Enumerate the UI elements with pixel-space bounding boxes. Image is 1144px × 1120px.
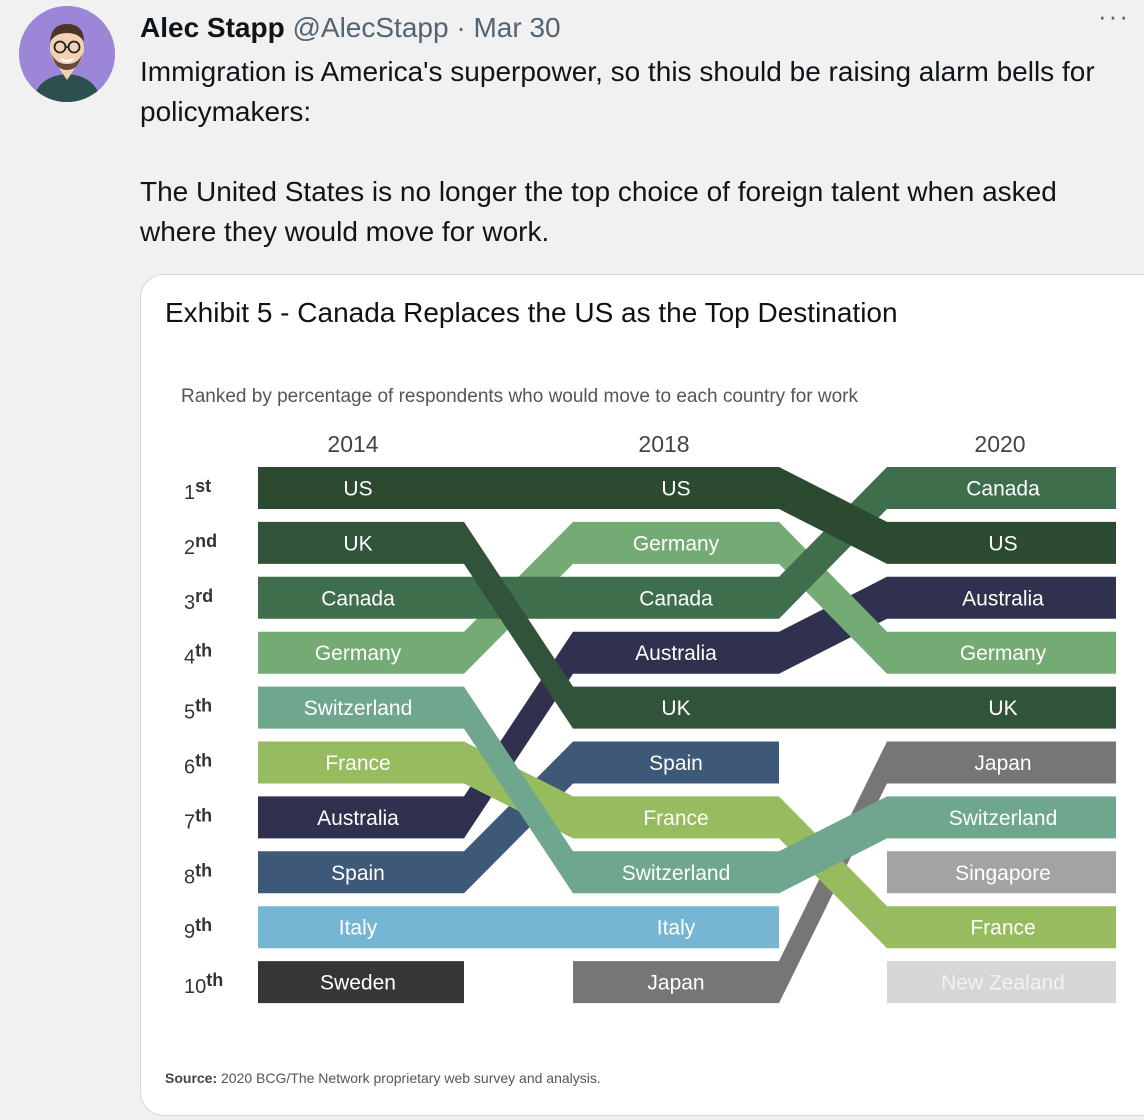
country-label-france-2014: France <box>325 752 390 775</box>
chart-title: Exhibit 5 - Canada Replaces the US as th… <box>165 297 898 328</box>
rank-label: 9th <box>184 915 212 943</box>
band-canada <box>258 467 1116 619</box>
country-label-australia-2018: Australia <box>635 642 717 665</box>
bump-chart: 2014 2018 2020 1st 2nd 3rd 4th 5th 6th 7th 8th 9th 1… <box>184 431 1116 1004</box>
rank-label: 7th <box>184 805 212 833</box>
source-label: Source: <box>165 1070 218 1086</box>
country-label-switzerland-2018: Switzerland <box>622 862 731 885</box>
country-label-new-zealand-2020: New Zealand <box>941 972 1065 995</box>
band-france <box>258 741 1116 949</box>
band-uk <box>258 521 1116 729</box>
band-australia <box>258 576 1116 839</box>
chart-subtitle: Ranked by percentage of respondents who … <box>181 386 858 407</box>
country-label-france-2020: France <box>970 917 1035 940</box>
band-germany <box>258 521 1116 674</box>
source-text: 2020 BCG/The Network proprietary web sur… <box>221 1070 601 1086</box>
tweet-text-paragraph-2: The United States is no longer the top c… <box>140 176 1057 247</box>
band-new-zealand <box>887 961 1116 1004</box>
tweet-date[interactable]: Mar 30 <box>473 12 561 43</box>
band-italy <box>258 906 779 949</box>
author-avatar[interactable] <box>19 6 115 102</box>
country-label-singapore-2020: Singapore <box>955 862 1051 885</box>
country-label-spain-2018: Spain <box>649 752 703 775</box>
rank-label: 4th <box>184 641 212 669</box>
band-us <box>258 467 1116 564</box>
country-label-us-2020: US <box>988 532 1017 555</box>
band-spain <box>258 741 779 894</box>
rank-label: 5th <box>184 696 212 724</box>
year-label-2014: 2014 <box>327 431 378 457</box>
country-label-italy-2014: Italy <box>339 917 378 940</box>
author-name[interactable]: Alec Stapp <box>140 12 285 43</box>
band-japan <box>573 741 1116 1004</box>
rank-label: 6th <box>184 751 212 779</box>
rank-label: 10th <box>184 970 223 998</box>
country-label-germany-2018: Germany <box>633 532 720 555</box>
rank-label: 2nd <box>184 531 217 559</box>
country-label-germany-2014: Germany <box>315 642 402 665</box>
country-label-uk-2014: UK <box>343 532 372 555</box>
more-options-icon[interactable]: ··· <box>1098 1 1130 31</box>
country-label-france-2018: France <box>643 807 708 830</box>
rank-label: 1st <box>184 476 211 504</box>
country-label-germany-2020: Germany <box>960 642 1047 665</box>
chart-source: Source: 2020 BCG/The Network proprietary… <box>165 1070 601 1086</box>
tweet-header: Alec Stapp @AlecStapp · Mar 30 <box>140 8 1144 48</box>
country-label-spain-2014: Spain <box>331 862 385 885</box>
country-label-italy-2018: Italy <box>657 917 696 940</box>
tweet-media-image[interactable]: Exhibit 5 - Canada Replaces the US as th… <box>140 274 1144 1116</box>
band-sweden <box>258 961 464 1004</box>
country-label-us-2014: US <box>343 478 372 501</box>
country-label-uk-2018: UK <box>661 697 690 720</box>
tweet-text-paragraph-1: Immigration is America's superpower, so … <box>140 56 1095 127</box>
country-label-canada-2018: Canada <box>639 587 713 610</box>
country-label-canada-2014: Canada <box>321 587 395 610</box>
rank-label: 3rd <box>184 586 213 614</box>
country-label-japan-2018: Japan <box>647 972 704 995</box>
year-label-2018: 2018 <box>638 431 689 457</box>
person-avatar-icon <box>19 6 115 102</box>
country-label-canada-2020: Canada <box>966 478 1040 501</box>
country-label-switzerland-2014: Switzerland <box>304 697 413 720</box>
band-singapore <box>887 851 1116 894</box>
author-handle[interactable]: @AlecStapp <box>292 12 449 43</box>
tweet-text: Immigration is America's superpower, so … <box>140 52 1140 252</box>
country-label-japan-2020: Japan <box>974 752 1031 775</box>
country-label-australia-2014: Australia <box>317 807 399 830</box>
country-label-switzerland-2020: Switzerland <box>949 807 1058 830</box>
rank-label: 8th <box>184 860 212 888</box>
country-label-australia-2020: Australia <box>962 587 1044 610</box>
country-label-uk-2020: UK <box>988 697 1017 720</box>
country-label-sweden-2014: Sweden <box>320 972 396 995</box>
band-switzerland <box>258 686 1116 894</box>
header-separator: · <box>456 12 466 43</box>
year-label-2020: 2020 <box>974 431 1025 457</box>
country-label-us-2018: US <box>661 478 690 501</box>
